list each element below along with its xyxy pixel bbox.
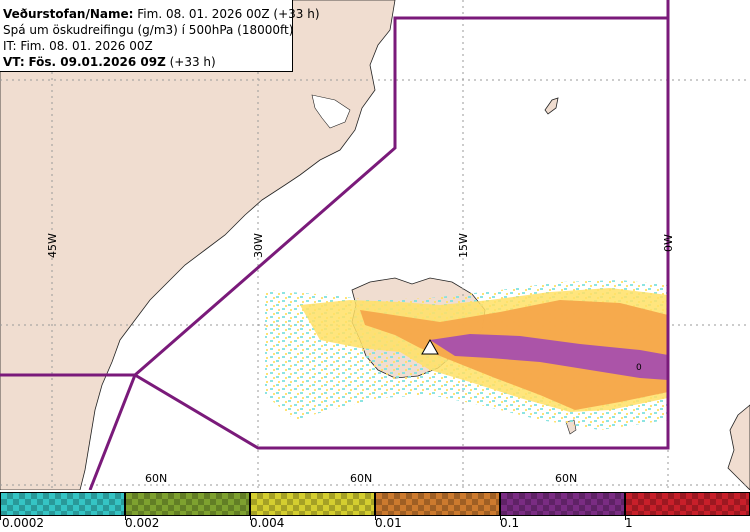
concentration-legend: 0.0002 0.002 0.004 0.01 0.1 1 [0,490,750,532]
lat-label-3: 60N [555,472,577,485]
header-line-3: IT: Fim. 08. 01. 2026 00Z [3,39,153,53]
header-line-1: Veðurstofan/Name: Fim. 08. 01. 2026 00Z … [3,6,320,22]
lon-label-15w: 15W [457,233,470,258]
latitude-labels: 60N 60N 60N [145,472,577,485]
header-vt-suffix: (+33 h) [169,55,216,69]
lon-label-30w: 30W [252,233,265,258]
greenland-land [0,0,396,490]
jan-mayen-island [544,97,559,115]
ash-plume: 0 [265,280,668,430]
legend-swatch-3 [375,492,500,516]
legend-label-2: 0.004 [250,516,285,530]
legend-label-1: 0.002 [125,516,160,530]
ash-dispersion-map: 0 45W 30W 15W 0W 60N 60N 60N [0,0,750,490]
header-line-2: Spá um öskudreifingu (g/m3) í 500hPa (18… [3,23,294,37]
volcano-marker-icon [421,338,439,355]
greenland-fjord [311,94,351,129]
header-name-value: Fim. 08. 01. 2026 00Z (+33 h) [137,7,320,21]
legend-swatch-5 [625,492,750,516]
legend-swatch-0 [0,492,125,516]
ash-contour-label: 0 [636,363,642,373]
legend-label-5: 1 [625,516,633,530]
header-vt-label: VT: [3,55,25,69]
header-vt-value: Fös. 09.01.2026 09Z [28,55,166,69]
lon-label-45w: 45W [46,233,59,258]
lat-label-2: 60N [350,472,372,485]
lat-label-1: 60N [145,472,167,485]
legend-label-3: 0.01 [375,516,402,530]
airspace-boundary [0,0,670,490]
header-line-4: VT: Fös. 09.01.2026 09Z (+33 h) [3,54,292,70]
legend-label-0: 0.0002 [2,516,44,530]
legend-swatch-1 [125,492,250,516]
legend-swatch-2 [250,492,375,516]
lon-label-0w: 0W [662,234,675,252]
norway-coast [727,404,750,490]
legend-swatch-4 [500,492,625,516]
legend-label-4: 0.1 [500,516,520,530]
forecast-info-box: Veðurstofan/Name: Fim. 08. 01. 2026 00Z … [0,0,320,72]
ash-high-layer [430,334,668,380]
longitude-labels: 45W 30W 15W 0W [46,233,675,258]
header-name-label: Veðurstofan/Name: [3,7,134,21]
